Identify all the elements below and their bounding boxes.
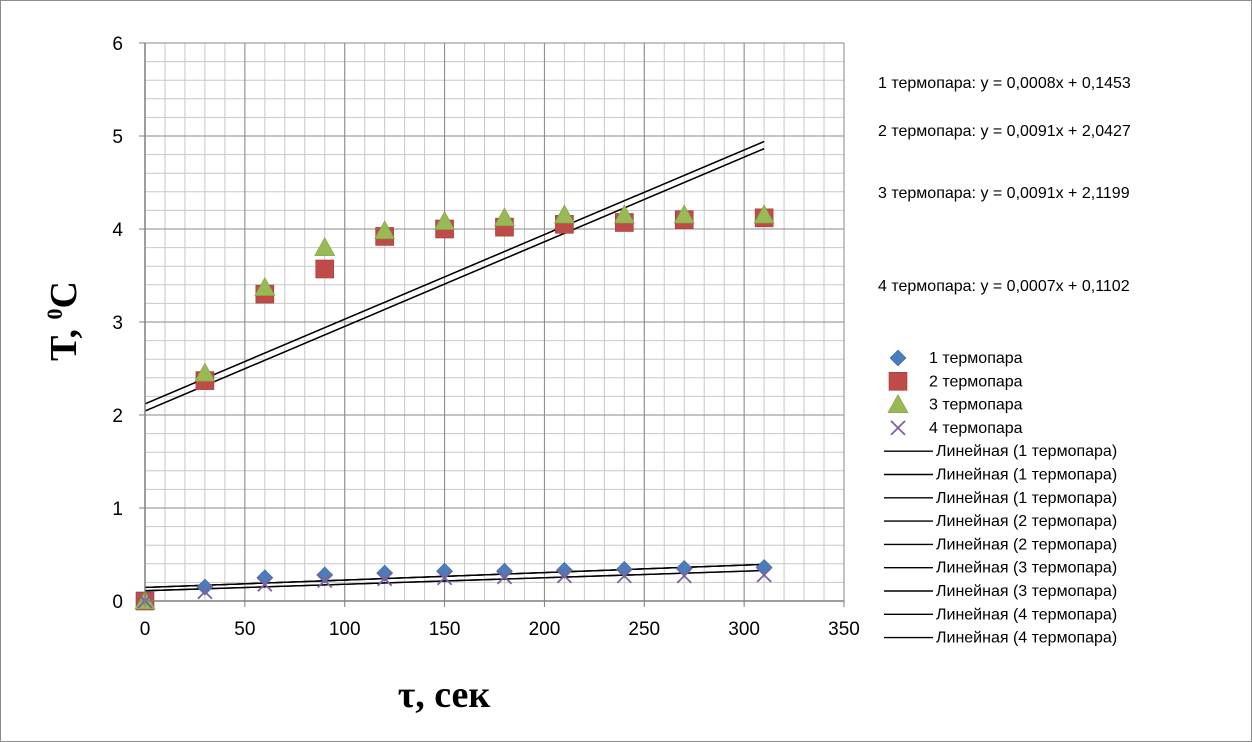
y-tick-label: 5 [112,127,123,148]
trendline [144,569,765,592]
x-tick-label: 350 [828,619,860,640]
y-tick-label: 2 [112,406,123,427]
legend-label: Линейная (3 термопара) [936,583,1117,600]
data-point [556,568,573,584]
tick-labels: 0 50 100 150 200 250 300 350 0 1 2 3 4 5 6 [112,34,859,640]
legend-marker [890,420,906,436]
x-tick-label: 200 [529,619,561,640]
data-point [376,564,394,582]
legend-marker [887,393,909,413]
trendline [144,148,765,412]
legend-label: Линейная (2 термопара) [936,513,1117,530]
data-point [436,570,453,586]
data-point [317,572,333,589]
trendline [144,140,765,405]
data-point [496,562,513,580]
x-tick-label: 250 [628,619,660,640]
data-point [493,207,515,227]
series-3 [134,204,775,610]
legend-label: Линейная (1 термопара) [936,467,1117,484]
y-tick-label: 1 [112,499,123,520]
y-tick-label: 6 [112,34,123,55]
legend-label: Линейная (1 термопара) [936,443,1117,460]
legend-label: Линейная (4 термопара) [936,630,1117,647]
data-point [756,567,772,583]
data-point [553,204,575,224]
legend-label: 2 термопара [929,373,1023,390]
data-point [257,576,273,592]
x-tick-label: 150 [429,619,461,640]
trendline-equation: 1 термопара: y = 0,0008x + 0,1453 [878,75,1131,92]
y-axis-title: T, 0C [42,281,85,361]
data-point [374,220,396,240]
data-point [314,236,336,256]
data-point [197,584,213,600]
data-point [755,559,773,576]
data-point [555,561,573,579]
data-point [673,204,695,224]
axes [139,42,845,607]
legend-label: Линейная (3 термопара) [936,560,1117,577]
data-points [134,204,775,611]
data-point [496,569,513,585]
trendline [144,563,765,589]
data-point [676,568,692,584]
y-axis-title-sup: 0 [42,308,67,319]
series-4 [137,567,772,609]
trendlines [144,140,765,592]
legend-marker [888,371,908,391]
trendline-equations: 1 термопара: y = 0,0008x + 0,1453 2 термо… [878,75,1131,295]
x-tick-label: 300 [728,619,760,640]
data-point [256,569,274,587]
legend-label: Линейная (2 термопара) [936,536,1117,553]
data-point [194,362,216,382]
legend-marker [889,349,907,367]
data-point [377,571,393,587]
x-axis-title: τ, сек [398,674,491,716]
y-tick-label: 0 [112,592,123,613]
y-axis-title-main: T, [43,319,85,361]
legend-label: 4 термопара [929,420,1023,437]
series-2 [135,208,774,611]
legend-label: 3 термопара [929,397,1023,414]
data-point [753,204,775,224]
trendline-equation: 3 термопара: y = 0,0091x + 2,1199 [878,185,1130,202]
data-point [436,562,453,580]
data-point [434,210,456,230]
x-tick-label: 0 [140,619,151,640]
data-point [315,259,335,279]
trendline-equation: 4 термопара: y = 0,0007x + 0,1102 [878,278,1130,295]
data-point [316,566,334,584]
data-point [613,204,635,224]
y-tick-label: 3 [112,313,123,334]
legend-label: Линейная (4 термопара) [936,606,1117,623]
data-point [196,578,214,596]
x-tick-label: 100 [329,619,361,640]
data-point [254,276,276,296]
x-tick-label: 50 [234,619,255,640]
legend-label: 1 термопара [929,350,1023,367]
legend-label: Линейная (1 термопара) [936,490,1117,507]
data-point [615,560,633,578]
trendline-equation: 2 термопара: y = 0,0091x + 2,0427 [878,123,1131,140]
data-point [616,568,632,584]
legend: 1 термопара 2 термопара 3 термопара 4 термо… [884,349,1117,647]
y-tick-label: 4 [112,220,123,241]
major-grid [144,42,845,602]
y-axis-title-unit: C [43,281,85,308]
